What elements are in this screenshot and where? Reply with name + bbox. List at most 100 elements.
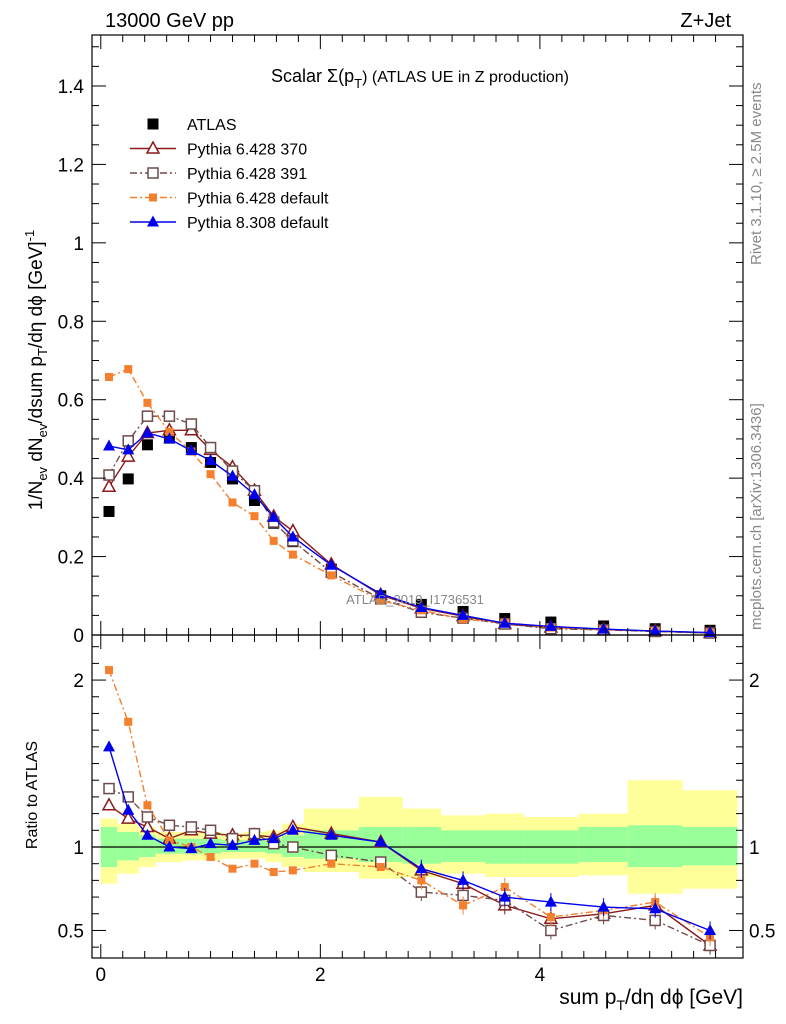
- ratio-band-inner: [578, 826, 628, 863]
- ratio-point-p6def: [228, 864, 237, 873]
- ratio-point-p8def: [325, 828, 338, 840]
- ratio-point-p6def: [250, 859, 259, 868]
- ratio-point-p8def: [267, 832, 280, 844]
- header-right: Z+Jet: [680, 10, 731, 32]
- main-point-p6def: [143, 398, 152, 407]
- main-point-atlas: [141, 439, 153, 451]
- main-point-atlas: [103, 505, 115, 517]
- mcplots-label: mcplots.cern.ch [arXiv:1306.3436]: [748, 403, 765, 630]
- main-point-p8def: [141, 426, 154, 438]
- ratio-ytick-label: 1: [73, 838, 84, 859]
- xlabel-sub: T: [616, 997, 625, 1013]
- main-point-p6def: [124, 365, 133, 374]
- ratio-point-p391: [103, 782, 115, 795]
- ratio-point-p8def: [204, 837, 217, 849]
- main-point-p8def: [415, 601, 428, 613]
- ratio-point-p8def: [163, 840, 176, 852]
- main-point-p391: [103, 469, 115, 481]
- ratio-xtick-label: 4: [535, 965, 546, 986]
- legend-label-atlas: ATLAS: [187, 117, 237, 134]
- main-point-p370: [120, 448, 136, 462]
- ratio-ytick-label-right: 2: [749, 671, 760, 692]
- ratio-point-p8def: [374, 835, 387, 847]
- main-point-p8def: [248, 488, 261, 500]
- ratio-band-inner: [402, 826, 442, 864]
- main-point-p6def: [165, 427, 174, 436]
- main-point-p8def: [597, 622, 610, 634]
- ratio-panel-axes: 0.5 0.5 1 1 2 2 0 2 4: [58, 634, 775, 986]
- main-ylabel: 1/Nev dNev/dsum pT/dη dϕ [GeV]-1: [22, 230, 50, 511]
- ratio-point-p6def: [124, 717, 133, 726]
- xlabel-tail: /dη dϕ [GeV]: [625, 986, 743, 1009]
- main-point-p8def: [185, 444, 198, 456]
- main-point-p8def: [122, 443, 135, 455]
- ratio-point-p8def: [248, 833, 261, 845]
- ratio-ylabel: Ratio to ATLAS: [24, 741, 41, 849]
- analysis-watermark: ATLAS_2019_I1736531: [346, 592, 484, 607]
- ratio-band-inner: [682, 826, 738, 866]
- ratio-ytick-label-right: 1: [749, 838, 760, 859]
- ratio-point-p391: [122, 791, 134, 803]
- legend-marker-p8def: [147, 215, 159, 227]
- main-point-p8def: [544, 619, 557, 631]
- main-title-sub: T: [354, 76, 362, 91]
- ratio-panel-series: [101, 666, 718, 955]
- ratio-line-p6def: [108, 669, 711, 938]
- main-point-p8def: [325, 558, 338, 570]
- ratio-point-p391: [141, 811, 154, 823]
- ratio-band-inner: [117, 831, 140, 861]
- main-point-p8def: [163, 432, 176, 444]
- main-point-p370: [101, 478, 117, 493]
- main-point-p8def: [457, 608, 470, 620]
- ratio-band-inner: [627, 825, 683, 868]
- main-panel-series: [101, 365, 718, 639]
- ratio-ytick-label: 0.5: [58, 921, 84, 942]
- main-point-p6def: [206, 470, 215, 479]
- ratio-xtick-label: 2: [315, 965, 326, 986]
- ratio-point-p8def: [226, 838, 239, 850]
- main-title: Scalar Σ(pT) (ATLAS UE in Z production): [271, 66, 569, 91]
- ratio-point-p8def: [141, 828, 154, 840]
- ratio-band-inner: [243, 840, 266, 853]
- main-point-p391: [141, 410, 154, 422]
- ratio-point-p6def: [143, 801, 152, 810]
- legend-label-p8def: Pythia 8.308 default: [187, 215, 329, 232]
- ratio-point-p6def: [269, 868, 278, 877]
- main-point-p6def: [376, 596, 385, 605]
- legend-label-p6def: Pythia 6.428 default: [187, 191, 329, 208]
- ratio-point-p8def: [704, 923, 717, 935]
- main-ytick-label: 0.2: [58, 548, 84, 569]
- legend: ATLAS Pythia 6.428 370 Pythia 6.428 391 Pyt…: [130, 117, 329, 232]
- main-point-p8def: [704, 626, 717, 638]
- main-point-p6def: [105, 372, 114, 381]
- main-point-p8def: [649, 624, 662, 636]
- ratio-point-p6def: [206, 853, 215, 862]
- main-point-p391: [204, 441, 217, 454]
- main-point-p6def: [288, 550, 297, 559]
- main-point-p8def: [267, 510, 280, 522]
- ratio-point-p370: [120, 810, 136, 824]
- legend-label-p391: Pythia 6.428 391: [187, 166, 307, 183]
- ratio-point-p8def: [103, 740, 116, 752]
- ratio-point-p6def: [327, 859, 336, 868]
- main-title-tail: ) (ATLAS UE in Z production): [362, 69, 569, 86]
- rivet-version-label: Rivet 3.1.10, ≥ 2.5M events: [748, 83, 765, 266]
- main-point-p6def: [269, 536, 278, 545]
- ratio-point-p8def: [544, 895, 557, 907]
- main-title-main: Scalar Σ(p: [271, 66, 354, 86]
- ratio-point-p8def: [498, 890, 511, 902]
- ratio-band-inner: [441, 830, 486, 863]
- main-ytick-label: 1.2: [58, 155, 84, 176]
- ratio-point-p8def: [286, 823, 299, 835]
- ratio-point-p6def: [459, 901, 468, 910]
- ratio-xtick-label: 0: [95, 965, 106, 986]
- ratio-xlabel: sum pT/dη dϕ [GeV]: [559, 986, 743, 1013]
- ratio-point-p6def: [546, 913, 555, 922]
- main-point-p8def: [226, 469, 239, 481]
- ratio-point-p391: [545, 924, 557, 937]
- main-point-p391: [185, 418, 198, 430]
- main-point-p6def: [250, 512, 259, 521]
- main-ytick-label: 0: [73, 626, 84, 647]
- main-ytick-label: 0.8: [58, 312, 84, 333]
